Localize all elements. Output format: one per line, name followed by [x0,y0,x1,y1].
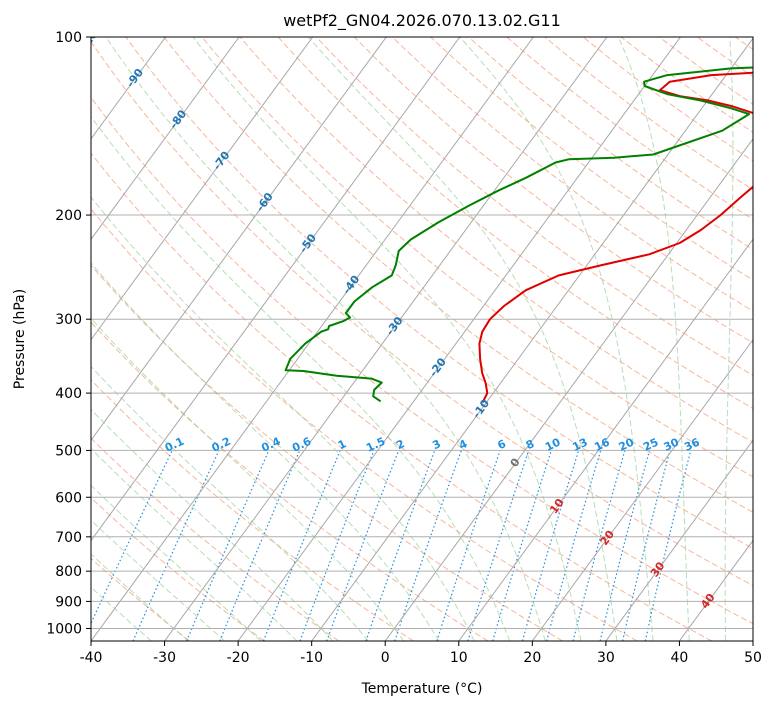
moist-adiabat-line [91,408,334,641]
isotherm-line [531,338,753,641]
dry-adiabat-line [91,321,489,641]
moist-adiabat-line [91,586,152,641]
dry-adiabat-line [468,37,753,251]
dry-adiabat-line [125,37,753,550]
x-tick-label: 0 [381,650,390,666]
profile-series [284,66,753,404]
y-axis-label: Pressure (hPa) [12,289,28,389]
moist-adiabat-line [91,365,369,641]
mixing-ratio-line [436,450,501,641]
dry-adiabat-line [277,37,753,410]
dry-adiabat-line [582,37,753,162]
x-axis-ticks: -40 -30 -20 -10 0 10 20 30 40 50 [80,641,762,666]
mixing-ratio-line [186,450,270,641]
moist-adiabat-line [91,553,189,641]
mixing-ratio-line [326,450,400,641]
mixing-ratio-line [572,450,626,641]
y-tick-label: 400 [55,386,82,402]
dry-adiabat-line [91,40,753,587]
mixing-ratio-line [299,450,375,641]
y-tick-label: 500 [55,443,82,459]
x-tick-label: 50 [744,650,762,666]
mixing-ratio-line [132,450,220,641]
pressure-grid [91,37,753,629]
mixing-ratio-label: 25 [641,436,660,454]
background-lines [91,37,753,641]
mixing-ratio-label: 20 [617,435,637,453]
mixing-ratio-line [599,450,651,641]
mixing-ratio-label: 10 [543,435,563,453]
y-tick-label: 100 [55,30,82,46]
moist-adiabat-line [459,37,654,641]
mixing-ratio-label: 36 [682,435,702,453]
dry-adiabat-line [91,437,340,641]
dry-adiabat-line [354,37,753,344]
isotherm-line [91,37,314,341]
isotherm-line [91,37,167,140]
isotherm-line [458,238,753,641]
dry-adiabat-line [430,37,753,281]
moist-adiabat-line [91,262,440,641]
isotherm-line [91,37,240,241]
y-tick-label: 1000 [46,621,82,637]
plot-frame [90,36,754,642]
y-tick-label: 300 [55,312,82,328]
mixing-ratio-line [622,450,671,641]
moist-adiabat-line [617,37,690,641]
y-tick-label: 700 [55,530,82,546]
mixing-ratio-line [262,450,341,641]
moist-adiabat-line [91,519,225,641]
mixing-ratio-line [521,450,580,641]
moist-adiabat-line [91,447,298,641]
moist-adiabat-line [91,115,511,641]
y-tick-label: 800 [55,564,82,580]
x-tick-label: -40 [80,650,103,666]
moist-adiabat-line [724,37,734,641]
y-tick-label: 900 [55,594,82,610]
mixing-ratio-label: 30 [662,435,682,453]
temperature-profile-line [478,71,753,404]
dewpoint-profile-line [284,66,753,403]
y-axis-ticks: 100 200 300 400 500 600 700 800 900 1000 [46,30,91,637]
mixing-ratio-line [365,450,436,641]
dry-adiabat-line [239,37,753,443]
chart-title: wetPf2_GN04.2026.070.13.02.G11 [283,11,561,31]
mixing-ratio-label: 16 [592,435,612,453]
isotherm-line [605,439,753,641]
mixing-ratio-line [546,450,602,641]
moist-adiabat-line [105,37,546,641]
dry-adiabat-line [91,96,753,625]
isotherm-line [164,37,608,641]
x-axis-label: Temperature (°C) [361,681,483,697]
dry-adiabat-line [91,208,638,641]
isotherm-line [237,37,681,641]
isotherm-line [91,37,387,442]
isotherm-line [384,138,753,641]
moist-adiabat-line [91,484,262,641]
y-tick-label: 600 [55,490,82,506]
moist-adiabat-line [192,37,582,641]
mixing-ratio-line [467,450,530,641]
dry-adiabat-line [91,152,713,641]
moist-adiabat-line [91,196,475,641]
isotherm-line [311,37,753,641]
moist-adiabat-line [91,317,405,641]
y-tick-label: 200 [55,208,82,224]
dry-adiabat-line [392,37,753,312]
dry-adiabat-line [91,379,414,641]
mixing-ratio-line [219,450,301,641]
x-tick-label: 40 [671,650,689,666]
x-tick-label: -30 [153,650,176,666]
x-tick-label: 20 [523,650,541,666]
x-tick-label: -10 [300,650,323,666]
x-tick-label: 10 [450,650,468,666]
x-tick-label: -20 [227,650,250,666]
dry-adiabat-line [91,264,563,641]
dry-adiabat-line [315,37,753,377]
mixing-ratio-label: 13 [570,436,589,454]
x-tick-label: 30 [597,650,615,666]
